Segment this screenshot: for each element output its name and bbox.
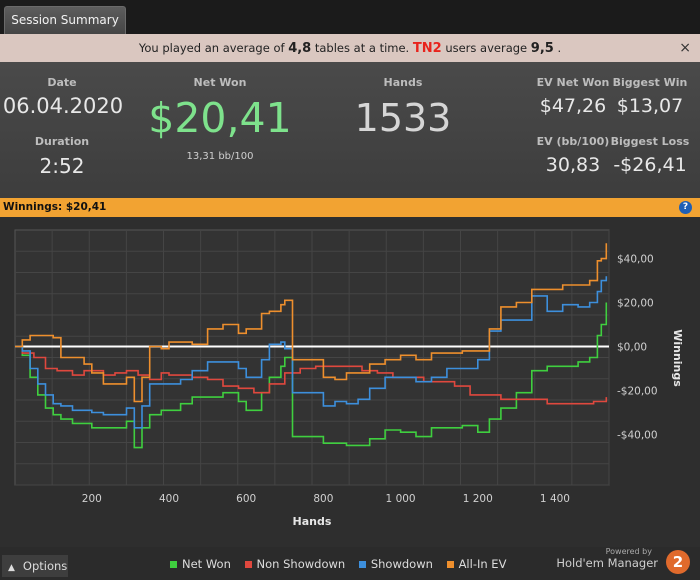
x-tick-label: 1 000 xyxy=(386,493,416,505)
netwon-label: Net Won xyxy=(193,76,247,89)
options-button[interactable]: ▲ Options xyxy=(2,555,68,577)
tab-session-summary[interactable]: Session Summary xyxy=(4,6,126,34)
x-tick-label: 200 xyxy=(82,493,102,505)
series-line-non-showdown xyxy=(15,345,608,405)
legend-item-non-showdown: Non Showdown xyxy=(244,557,346,571)
evbb-value: 30,83 xyxy=(545,154,601,176)
bigloss-value: -$26,41 xyxy=(613,154,687,176)
evbb-label: EV (bb/100) xyxy=(536,135,610,148)
notice-users-text: users average xyxy=(445,41,528,55)
powered-by-text: Powered by xyxy=(605,547,652,556)
netwon-value: $20,41 xyxy=(148,94,292,142)
legend-swatch xyxy=(358,561,366,568)
bb100-value: 13,31 bb/100 xyxy=(186,151,254,162)
legend-label: All-In EV xyxy=(458,557,507,571)
bigwin-value: $13,07 xyxy=(616,95,684,117)
notice-users-avg: 9,5 xyxy=(530,41,554,56)
notice-tables-value: 4,8 xyxy=(288,41,312,56)
y-tick-label: -$20,00 xyxy=(617,385,658,397)
bigwin-label: Biggest Win xyxy=(612,76,688,89)
notice-middle: tables at a time. xyxy=(314,41,410,55)
winnings-label: Winnings: xyxy=(3,201,63,213)
winnings-bar: Winnings: $20,41 ? xyxy=(0,198,700,217)
duration-label: Duration xyxy=(34,135,90,148)
winnings-value: $20,41 xyxy=(65,201,107,213)
x-tick-label: 1 400 xyxy=(540,493,570,505)
x-tick-label: 800 xyxy=(313,493,333,505)
brand-name: Hold'em Manager xyxy=(556,556,658,570)
notice-brand: TN2 xyxy=(412,41,442,56)
date-label: Date xyxy=(47,76,77,89)
legend-label: Non Showdown xyxy=(256,557,346,571)
hands-value: 1533 xyxy=(354,96,452,140)
legend-label: Showdown xyxy=(370,557,433,571)
x-axis-label: Hands xyxy=(293,515,332,528)
chart-legend: Net Won Non Showdown Showdown All-In EV xyxy=(170,557,516,571)
chevron-up-icon: ▲ xyxy=(8,563,15,573)
date-value: 06.04.2020 xyxy=(2,94,124,118)
hands-label: Hands xyxy=(383,76,423,89)
legend-label: Net Won xyxy=(182,557,231,571)
y-tick-label: $20,00 xyxy=(617,298,654,310)
winnings-chart-svg: 200 400 600 800 1 000 1 200 1 400 $40,00 $20,00 $… xyxy=(14,229,684,528)
help-icon[interactable]: ? xyxy=(679,201,692,214)
legend-item-all-in-ev: All-In EV xyxy=(446,557,507,571)
tab-bar: Session Summary xyxy=(0,0,700,34)
legend-swatch xyxy=(170,561,177,568)
series-line-all-in-ev xyxy=(15,243,608,403)
ev-value: $47,26 xyxy=(539,95,607,117)
series-line-showdown xyxy=(15,276,608,429)
options-label: Options xyxy=(22,559,68,573)
bottom-bar: ▲ Options Net Won Non Showdown Showdown A… xyxy=(0,547,700,580)
x-tick-label: 400 xyxy=(159,493,179,505)
close-icon[interactable]: × xyxy=(679,40,691,56)
winnings-chart: 200 400 600 800 1 000 1 200 1 400 $40,00 $20,00 $… xyxy=(0,217,700,547)
tables-notice: You played an average of 4,8 tables at a… xyxy=(0,34,700,62)
brand-logo-icon: 2 xyxy=(666,550,690,574)
legend-item-net-won: Net Won xyxy=(170,557,231,571)
notice-prefix: You played an average of xyxy=(138,41,285,55)
legend-swatch xyxy=(244,561,252,568)
bigloss-label: Biggest Loss xyxy=(610,135,690,148)
series-line-net-won xyxy=(15,302,608,449)
ev-label: EV Net Won xyxy=(536,76,610,89)
legend-item-showdown: Showdown xyxy=(358,557,433,571)
y-tick-label: -$40,00 xyxy=(617,429,658,441)
stats-panel: Date 06.04.2020 Duration 2:52 Net Won $2… xyxy=(0,62,700,198)
y-tick-label: $40,00 xyxy=(617,254,654,266)
duration-value: 2:52 xyxy=(39,154,85,178)
x-tick-label: 600 xyxy=(236,493,256,505)
y-tick-label: $0,00 xyxy=(617,342,647,354)
notice-end: . xyxy=(557,41,562,55)
legend-swatch xyxy=(446,561,454,568)
x-tick-label: 1 200 xyxy=(463,493,493,505)
y-axis-label: Winnings xyxy=(671,329,684,387)
